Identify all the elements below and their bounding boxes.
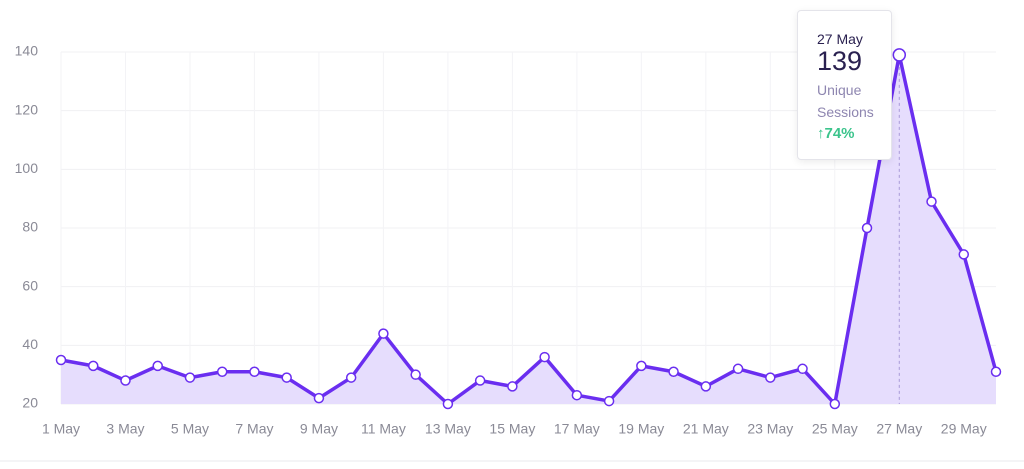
- point: [636, 360, 647, 372]
- x-tick-label: 5 May: [171, 421, 209, 437]
- y-tick-label: 20: [22, 395, 38, 411]
- tooltip-change: ↑74%: [817, 125, 855, 142]
- tooltip-value: 139: [817, 46, 863, 76]
- point: [281, 372, 292, 383]
- point: [120, 375, 131, 386]
- point: [571, 389, 583, 401]
- x-tick-label: 17 May: [554, 421, 600, 437]
- x-tick-label: 9 May: [300, 421, 338, 437]
- line: [60, 53, 998, 406]
- point: [378, 328, 389, 339]
- x-tick-label: 15 May: [489, 421, 535, 437]
- point: [216, 366, 228, 377]
- tooltip-date: 27 May: [817, 31, 863, 47]
- y-tick-label: 120: [15, 101, 39, 117]
- point: [507, 381, 518, 392]
- x-tick-label: 11 May: [361, 421, 406, 437]
- y-tick-label: 100: [15, 160, 39, 176]
- x-tick-label: 29 May: [941, 421, 987, 437]
- x-tick-label: 25 May: [812, 421, 858, 437]
- x-tick-label: 27 May: [876, 421, 922, 437]
- point: [313, 392, 325, 404]
- point: [152, 360, 163, 372]
- point: [410, 369, 421, 380]
- point: [345, 372, 357, 383]
- point: [990, 366, 1002, 377]
- point: [892, 48, 907, 62]
- point: [765, 372, 776, 383]
- point: [797, 363, 808, 375]
- point: [700, 381, 712, 392]
- point: [184, 372, 196, 383]
- point: [829, 398, 841, 410]
- point: [958, 249, 970, 260]
- tooltip: 27 May 139 Unique Sessions ↑74%: [797, 10, 892, 160]
- x-tick-label: 7 May: [235, 421, 273, 437]
- x-tick-label: 3 May: [106, 421, 144, 437]
- x-tick-label: 21 May: [683, 421, 729, 437]
- point: [668, 366, 679, 377]
- x-tick-label: 23 May: [747, 421, 793, 437]
- point: [55, 354, 67, 366]
- point: [539, 351, 550, 363]
- point: [87, 360, 99, 372]
- point: [603, 395, 615, 407]
- x-tick-label: 1 May: [42, 421, 80, 437]
- y-tick-label: 80: [22, 219, 38, 235]
- point: [442, 398, 454, 410]
- point: [926, 196, 937, 207]
- y-tick-label: 60: [22, 277, 38, 293]
- y-tick-label: 140: [15, 43, 39, 59]
- tooltip-label: Unique Sessions: [817, 82, 874, 120]
- point: [861, 222, 873, 234]
- point: [249, 366, 260, 377]
- point: [474, 375, 486, 386]
- point: [732, 363, 744, 375]
- y-tick-label: 40: [22, 336, 38, 352]
- x-tick-label: 13 May: [425, 421, 471, 437]
- x-tick-label: 19 May: [618, 421, 664, 437]
